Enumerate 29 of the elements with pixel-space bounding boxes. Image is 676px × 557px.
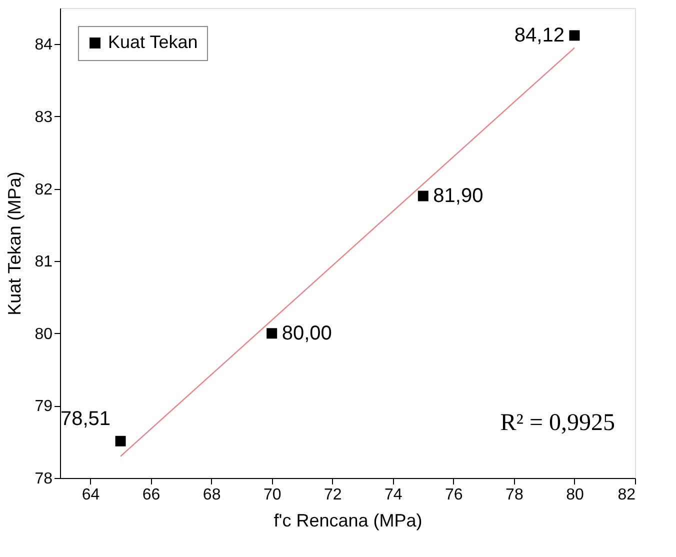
y-tick-label: 80 bbox=[34, 326, 53, 343]
annotation: R² = 0,9925 bbox=[500, 410, 615, 436]
data-label: 80,00 bbox=[282, 322, 332, 344]
x-tick-label: 74 bbox=[384, 486, 402, 504]
data-label: 78,51 bbox=[60, 408, 111, 430]
y-tick-label: 78 bbox=[34, 470, 53, 488]
y-tick-label: 83 bbox=[34, 108, 53, 126]
x-tick-label: 68 bbox=[202, 486, 221, 504]
y-tick-label: 79 bbox=[34, 398, 53, 416]
point bbox=[266, 328, 278, 339]
y-tick-label: 82 bbox=[34, 181, 53, 198]
x-tick-label: 66 bbox=[142, 486, 160, 504]
x-tick-label: 76 bbox=[445, 486, 463, 504]
point bbox=[115, 436, 126, 446]
point bbox=[569, 30, 580, 41]
legend-label: Kuat Tekan bbox=[108, 32, 198, 52]
x-tick-label: 82 bbox=[618, 486, 636, 504]
y-tick-label: 84 bbox=[34, 36, 53, 54]
x-tick-label: 70 bbox=[263, 486, 282, 504]
data-label: 81,90 bbox=[433, 185, 484, 207]
x-tick-label: 80 bbox=[566, 486, 584, 504]
point bbox=[418, 190, 428, 202]
x-tick-label: 64 bbox=[82, 486, 100, 504]
y-tick-label: 81 bbox=[34, 254, 53, 271]
x-axis-title: f'c Rencana (MPa) bbox=[274, 510, 422, 530]
y-axis-title: Kuat Tekan (MPa) bbox=[4, 172, 25, 316]
x-tick-label: 72 bbox=[324, 486, 342, 504]
x-tick-label: 78 bbox=[506, 486, 524, 504]
data-label: 84,12 bbox=[514, 24, 564, 46]
